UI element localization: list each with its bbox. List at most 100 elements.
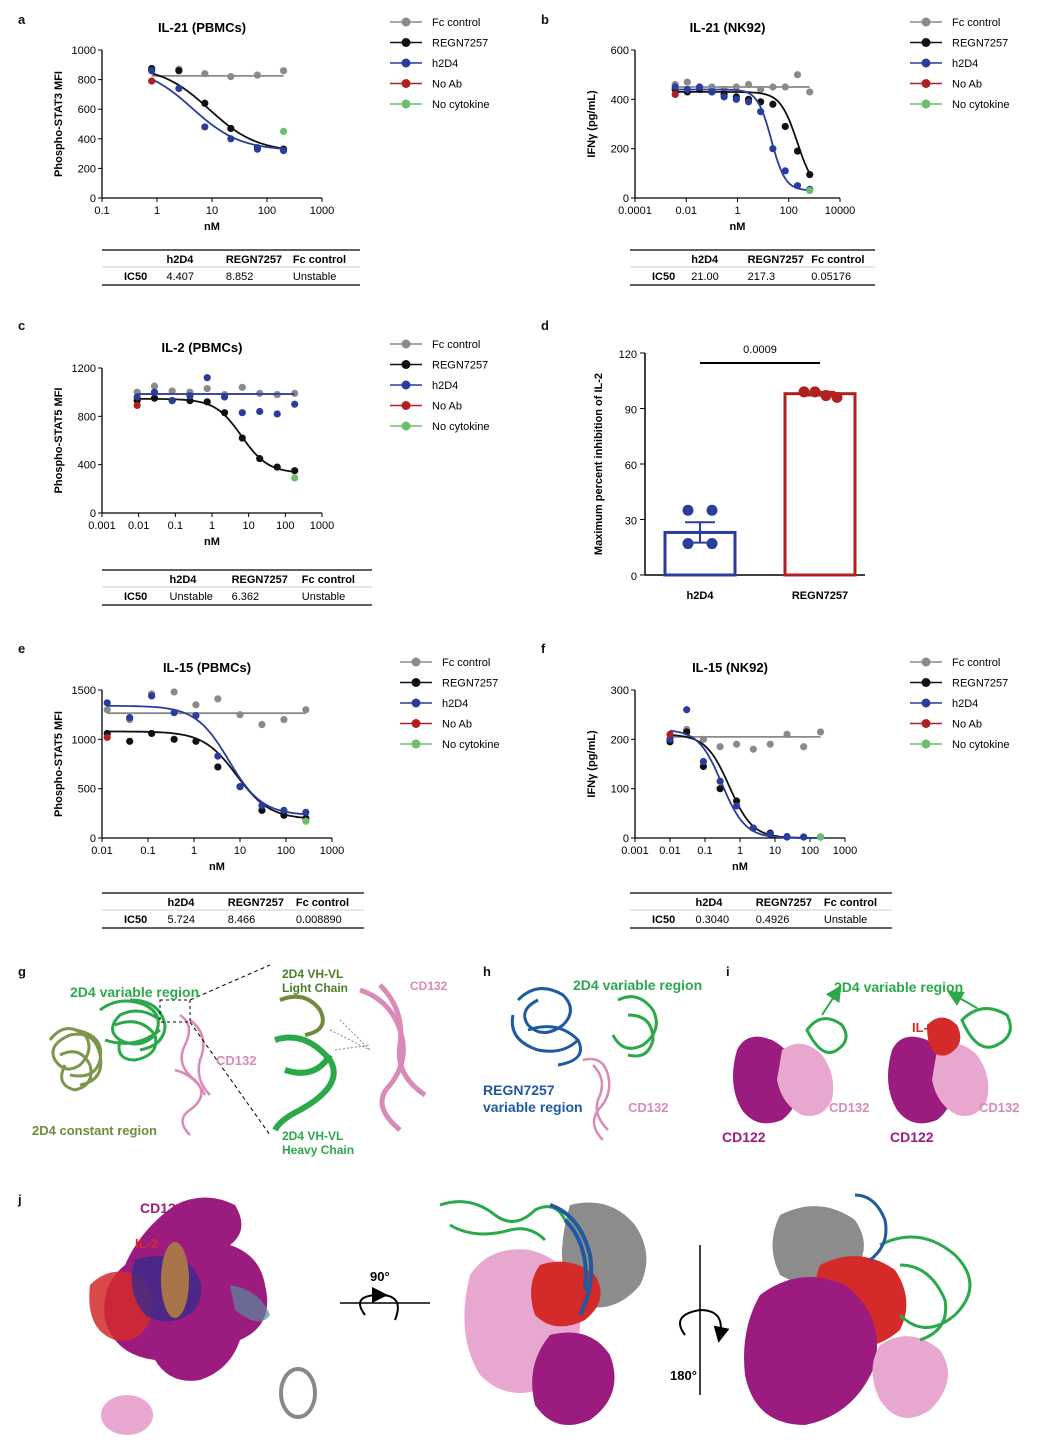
- label-inset-cd132: CD132: [410, 979, 448, 993]
- y-tick-label: 0: [90, 508, 96, 520]
- data-point-fc-control: [150, 382, 159, 390]
- j-view-left: [89, 1197, 317, 1435]
- table-cell: 0.3040: [696, 914, 730, 926]
- table-cell: 0.05176: [811, 271, 851, 283]
- legend-marker: [401, 380, 411, 390]
- data-point-h2d4: [148, 692, 156, 700]
- data-point-regn7257: [733, 797, 741, 805]
- data-point-fc-control: [749, 745, 757, 753]
- fit-curve-h2d4: [675, 88, 810, 192]
- j-view-right: [744, 1193, 972, 1425]
- data-point-fc-control: [168, 387, 176, 395]
- data-point-h2d4: [253, 145, 262, 153]
- y-tick-label: 60: [625, 460, 637, 472]
- data-point-regn7257: [148, 729, 156, 738]
- data-point: [682, 504, 694, 516]
- data-point-no-cytokine: [302, 817, 310, 825]
- x-tick-label: 100: [277, 845, 295, 857]
- legend-label: No cytokine: [442, 739, 499, 751]
- x-tick-label: 100: [258, 205, 276, 217]
- x-tick-label: 1000: [320, 845, 344, 857]
- legend-label: REGN7257: [432, 360, 488, 372]
- x-tick-label: 10: [769, 845, 781, 857]
- x-tick-label: 0.1: [697, 845, 712, 857]
- y-tick-label: 600: [611, 45, 629, 57]
- legend-label: Fc control: [952, 657, 1000, 669]
- chart-il15-nk92: IL-15 (NK92) 0 100 200 300 0.001 0.01 0.1 1 10 100…: [586, 657, 1009, 929]
- panel-letter-g: g: [18, 964, 26, 979]
- label-cd122-i-left: CD122: [722, 1129, 766, 1145]
- table-header: REGN7257: [226, 254, 282, 266]
- label-inset-heavy-2: Heavy Chain: [282, 1143, 354, 1157]
- legend-marker: [921, 17, 931, 27]
- table-row-label: IC50: [652, 914, 675, 926]
- table-cell: 8.466: [228, 914, 256, 926]
- x-tick-label: 0.1: [140, 845, 155, 857]
- j-view-middle: [439, 1200, 647, 1425]
- chart-il21-nk92: IL-21 (NK92) 0 200 400 600 0.0001 0.01 1 100 1000…: [586, 17, 1009, 286]
- x-axis-label: nM: [204, 536, 220, 548]
- data-point-h2d4: [732, 95, 740, 103]
- legend-label: Fc control: [432, 339, 480, 351]
- table-cell: Unstable: [170, 591, 213, 603]
- legend-marker: [921, 38, 931, 47]
- data-point: [809, 386, 821, 398]
- x-tick-label: 0.0001: [618, 205, 652, 217]
- data-point-fc-control: [103, 706, 111, 714]
- structure-panel-i: 2D4 variable region IL-2 CD132 CD122 CD1…: [722, 979, 1019, 1145]
- table-row-label: IC50: [124, 591, 147, 603]
- data-point-h2d4: [280, 806, 288, 814]
- data-point-fc-control: [192, 701, 200, 709]
- data-point-regn7257: [716, 785, 724, 793]
- legend-marker: [411, 678, 421, 687]
- data-point-h2d4: [192, 712, 200, 720]
- data-point-h2d4: [126, 714, 134, 722]
- table-cell: Unstable: [824, 914, 867, 926]
- chart-il2-pbmcs: IL-2 (PBMCs) 0 400 800 1200 0.001 0.01 0.1 1 10 10…: [53, 339, 489, 606]
- y-tick-label: 400: [611, 94, 629, 106]
- y-tick-label: 200: [78, 163, 96, 175]
- data-point-fc-control: [744, 80, 753, 89]
- x-tick-label: 0.01: [676, 205, 697, 217]
- y-tick-label: 0: [90, 833, 96, 845]
- x-tick-label: 100: [276, 520, 294, 532]
- data-point-no-ab: [666, 730, 674, 738]
- legend-label: REGN7257: [952, 38, 1008, 50]
- data-point-h2d4: [175, 84, 183, 93]
- data-point: [831, 391, 843, 403]
- data-point-h2d4: [683, 706, 691, 714]
- data-point-fc-control: [280, 716, 288, 724]
- data-point-h2d4: [769, 145, 777, 153]
- y-tick-label: 400: [78, 460, 96, 472]
- data-point-fc-control: [766, 740, 774, 748]
- y-tick-label: 100: [611, 784, 629, 796]
- label-rotate-180: 180°: [670, 1368, 697, 1383]
- data-point-regn7257: [273, 463, 281, 471]
- table-header: Fc control: [824, 897, 877, 909]
- data-point-h2d4: [695, 83, 704, 91]
- x-tick-label: 0.1: [168, 520, 183, 532]
- data-point-regn7257: [175, 67, 183, 75]
- x-tick-label: 1000: [833, 845, 857, 857]
- y-tick-label: 30: [625, 516, 637, 528]
- table-header: h2D4: [691, 254, 719, 266]
- legend-label: h2D4: [432, 58, 458, 70]
- label-inset-heavy-1: 2D4 VH-VL: [282, 1129, 343, 1143]
- legend-marker: [401, 401, 411, 410]
- legend-marker: [401, 79, 411, 88]
- legend-marker: [921, 58, 931, 68]
- zoom-box: [159, 999, 191, 1023]
- legend-marker: [921, 99, 931, 109]
- y-tick-label: 800: [78, 75, 96, 87]
- table-header: REGN7257: [748, 254, 804, 266]
- data-point-h2d4: [683, 85, 691, 94]
- data-point-h2d4: [671, 83, 679, 91]
- data-point-h2d4: [273, 410, 281, 418]
- y-axis-label: Phospho-STAT3 MFI: [53, 71, 65, 177]
- label-cd132-h: CD132: [628, 1100, 668, 1115]
- data-point-fc-control: [279, 67, 288, 75]
- label-cd132-g: CD132: [216, 1053, 256, 1068]
- data-point: [706, 504, 718, 516]
- zoom-line-bottom: [189, 1021, 271, 1136]
- data-point-h2d4: [757, 108, 765, 116]
